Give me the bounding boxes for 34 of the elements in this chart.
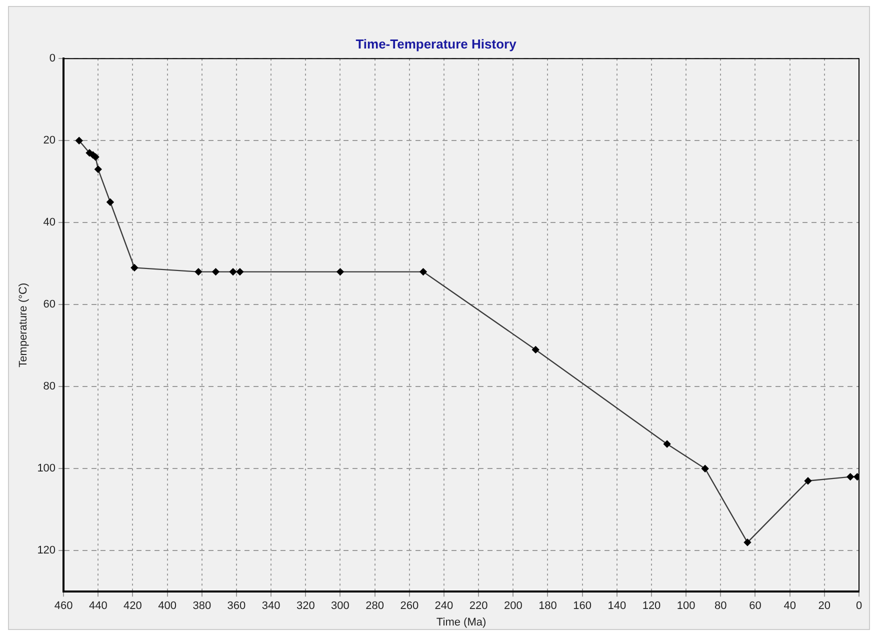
x-tick-label: 260 (400, 600, 419, 612)
x-tick-label: 440 (88, 600, 108, 612)
x-tick-label: 300 (331, 600, 350, 612)
x-tick-label: 0 (856, 600, 862, 612)
x-tick-label: 280 (366, 600, 384, 612)
x-tick-label: 60 (749, 600, 762, 612)
x-tick-label: 420 (124, 600, 142, 612)
chart-title: Time-Temperature History (356, 36, 518, 52)
x-tick-label: 80 (714, 600, 727, 612)
x-tick-label: 400 (158, 600, 176, 612)
x-tick-label: 160 (573, 600, 592, 612)
y-tick-label: 20 (43, 134, 56, 147)
x-tick-label: 140 (608, 600, 626, 612)
y-tick-label: 40 (43, 216, 56, 229)
x-tick-label: 200 (504, 600, 522, 612)
y-tick-label: 60 (43, 298, 56, 311)
y-tick-label: 100 (37, 462, 56, 475)
y-tick-label: 80 (43, 380, 56, 393)
x-tick-label: 180 (538, 600, 557, 612)
x-tick-label: 100 (676, 600, 696, 612)
x-tick-label: 240 (434, 600, 454, 612)
x-tick-label: 20 (818, 600, 831, 612)
x-tick-label: 360 (227, 600, 246, 612)
x-tick-label: 40 (784, 600, 796, 612)
x-tick-label: 320 (296, 600, 315, 612)
y-axis-title: Temperature (°C) (18, 282, 30, 368)
x-tick-label: 460 (54, 600, 73, 612)
x-tick-label: 340 (262, 600, 280, 612)
y-tick-label: 0 (49, 52, 56, 65)
x-tick-label: 220 (469, 600, 488, 612)
x-tick-label: 120 (642, 600, 661, 612)
x-tick-label: 380 (192, 600, 212, 612)
x-axis-title: Time (Ma) (436, 616, 486, 628)
y-tick-label: 120 (37, 544, 56, 557)
